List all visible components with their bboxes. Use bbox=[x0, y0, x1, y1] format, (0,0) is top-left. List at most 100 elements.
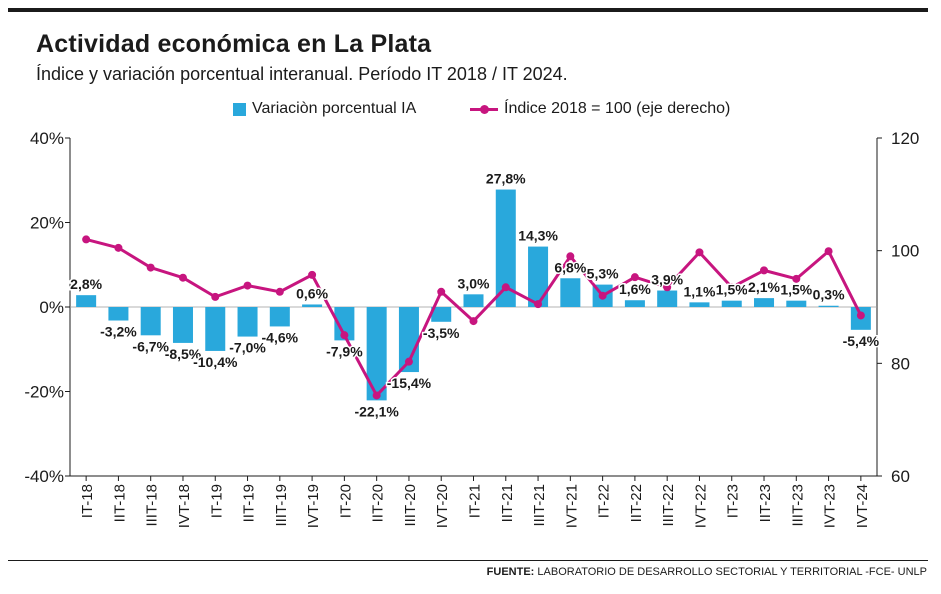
index-point bbox=[211, 292, 220, 301]
index-point bbox=[308, 270, 317, 279]
index-point bbox=[856, 311, 865, 320]
bar-data-label: -15,4% bbox=[387, 375, 432, 391]
x-tick-label: IIIT-21 bbox=[531, 484, 548, 527]
source-text: LABORATORIO DE DESARROLLO SECTORIAL Y TE… bbox=[537, 566, 927, 578]
x-tick-label: IT-18 bbox=[79, 484, 96, 518]
index-point bbox=[598, 291, 607, 300]
x-tick-label: IIT-22 bbox=[628, 484, 645, 522]
bar bbox=[624, 300, 645, 307]
index-point bbox=[114, 243, 123, 252]
bar-data-label: 14,3% bbox=[518, 228, 558, 244]
bar bbox=[269, 307, 290, 327]
x-tick-label: IT-21 bbox=[467, 484, 484, 518]
x-tick-label: IT-20 bbox=[337, 484, 354, 518]
x-tick-label: IIIT-18 bbox=[144, 484, 161, 527]
bar-data-label: -4,6% bbox=[262, 329, 299, 345]
y-right-tick-label: 60 bbox=[891, 467, 910, 486]
bar-data-label: -3,2% bbox=[100, 324, 137, 340]
bar bbox=[205, 307, 226, 351]
bar bbox=[560, 278, 581, 307]
legend-bar-swatch bbox=[233, 102, 246, 116]
index-point bbox=[501, 283, 510, 292]
y-left-tick-label: -20% bbox=[24, 383, 64, 402]
x-tick-label: IT-23 bbox=[725, 484, 742, 518]
x-tick-label: IIT-21 bbox=[499, 484, 516, 522]
y-right-tick-label: 100 bbox=[891, 242, 919, 261]
bar bbox=[528, 246, 549, 307]
index-point bbox=[663, 283, 672, 292]
x-tick-label: IT-22 bbox=[596, 484, 613, 518]
index-point bbox=[630, 273, 639, 282]
bar bbox=[302, 304, 323, 307]
bar bbox=[334, 307, 355, 341]
bar-data-label: -3,5% bbox=[423, 325, 460, 341]
legend-line-label: Índice 2018 = 100 (eje derecho) bbox=[504, 100, 731, 117]
bar bbox=[140, 307, 161, 336]
bar bbox=[786, 300, 807, 307]
x-tick-label: IT-19 bbox=[208, 484, 225, 518]
legend-bar-label: Variaciòn porcentual IA bbox=[252, 100, 417, 117]
top-rule bbox=[8, 8, 928, 12]
index-point bbox=[275, 287, 284, 296]
bar-data-label: -10,4% bbox=[193, 354, 238, 370]
bar bbox=[689, 302, 710, 307]
bar-data-label: 2,8% bbox=[70, 276, 102, 292]
bar bbox=[172, 307, 193, 343]
bar bbox=[495, 189, 516, 307]
y-left-tick-label: 20% bbox=[30, 214, 64, 233]
index-point bbox=[82, 235, 91, 244]
index-point bbox=[146, 263, 155, 272]
bar-data-label: 3,0% bbox=[458, 275, 490, 291]
index-point bbox=[243, 281, 252, 290]
bar-data-label: -6,7% bbox=[132, 338, 169, 354]
bar-data-label: -5,4% bbox=[843, 333, 880, 349]
x-tick-label: IIIT-23 bbox=[789, 484, 806, 527]
bar-data-label: 3,9% bbox=[651, 272, 683, 288]
bar-data-label: 1,5% bbox=[780, 282, 812, 298]
bar-data-label: -8,5% bbox=[165, 346, 202, 362]
legend-item-line: Índice 2018 = 100 (eje derecho) bbox=[470, 100, 730, 118]
index-point bbox=[566, 252, 575, 261]
x-tick-label: IIT-19 bbox=[241, 484, 258, 522]
legend-line-swatch bbox=[470, 102, 498, 116]
index-point bbox=[372, 391, 381, 400]
bar bbox=[398, 307, 419, 373]
y-left-tick-label: -40% bbox=[24, 467, 64, 486]
index-point bbox=[824, 247, 833, 256]
bar-data-label: -7,0% bbox=[229, 340, 266, 356]
index-point bbox=[792, 274, 801, 283]
y-left-tick-label: 40% bbox=[30, 129, 64, 148]
x-tick-label: IIT-18 bbox=[111, 484, 128, 522]
bar bbox=[76, 295, 97, 307]
bar-data-label: 1,5% bbox=[716, 282, 748, 298]
index-point bbox=[760, 266, 769, 275]
bar-data-label: 1,6% bbox=[619, 281, 651, 297]
bar-data-label: -7,9% bbox=[326, 343, 363, 359]
x-tick-label: IVT-23 bbox=[822, 484, 839, 528]
source-note: FUENTE: LABORATORIO DE DESARROLLO SECTOR… bbox=[487, 566, 927, 578]
x-tick-label: IIT-20 bbox=[370, 484, 387, 522]
x-tick-label: IVT-22 bbox=[692, 484, 709, 528]
source-label: FUENTE: bbox=[486, 566, 535, 578]
bar bbox=[237, 307, 258, 337]
x-tick-label: IIIT-19 bbox=[273, 484, 290, 527]
x-tick-label: IIIT-20 bbox=[402, 484, 419, 527]
chart-title: Actividad económica en La Plata bbox=[36, 30, 432, 58]
index-point bbox=[727, 283, 736, 292]
bar bbox=[754, 298, 775, 307]
x-tick-label: IVT-24 bbox=[854, 484, 871, 528]
x-tick-label: IVT-18 bbox=[176, 484, 193, 528]
x-tick-label: IIIT-22 bbox=[660, 484, 677, 527]
bar-data-label: 1,1% bbox=[683, 283, 715, 299]
x-tick-label: IVT-20 bbox=[434, 484, 451, 528]
bar bbox=[463, 294, 484, 307]
index-point bbox=[404, 357, 413, 366]
footer-rule bbox=[8, 560, 928, 561]
bar-data-label: -22,1% bbox=[354, 403, 399, 419]
x-tick-label: IVT-21 bbox=[563, 484, 580, 528]
index-point bbox=[695, 248, 704, 257]
bar bbox=[721, 300, 742, 307]
index-point bbox=[437, 287, 446, 296]
legend-item-bars: Variaciòn porcentual IA bbox=[233, 100, 416, 118]
